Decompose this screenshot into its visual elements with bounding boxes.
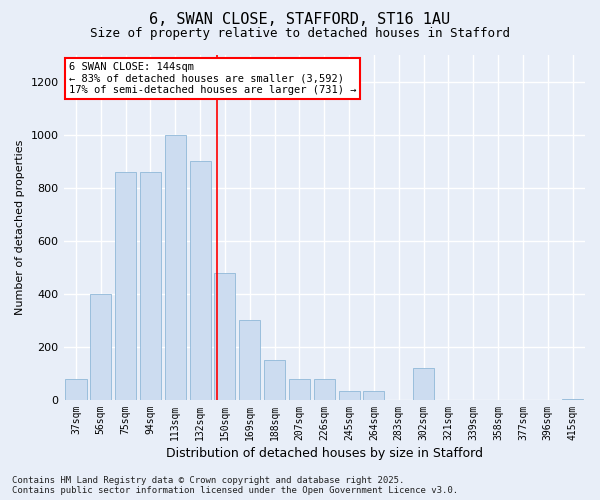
- Bar: [115, 172, 136, 400]
- Bar: [165, 134, 186, 400]
- Bar: [413, 368, 434, 400]
- Bar: [314, 378, 335, 400]
- Bar: [364, 390, 385, 400]
- Bar: [65, 378, 86, 400]
- Text: 6 SWAN CLOSE: 144sqm
← 83% of detached houses are smaller (3,592)
17% of semi-de: 6 SWAN CLOSE: 144sqm ← 83% of detached h…: [69, 62, 356, 95]
- Text: 6, SWAN CLOSE, STAFFORD, ST16 1AU: 6, SWAN CLOSE, STAFFORD, ST16 1AU: [149, 12, 451, 28]
- Bar: [239, 320, 260, 400]
- Bar: [190, 161, 211, 400]
- Text: Contains HM Land Registry data © Crown copyright and database right 2025.
Contai: Contains HM Land Registry data © Crown c…: [12, 476, 458, 495]
- X-axis label: Distribution of detached houses by size in Stafford: Distribution of detached houses by size …: [166, 447, 483, 460]
- Bar: [338, 390, 359, 400]
- Bar: [214, 272, 235, 400]
- Bar: [90, 294, 112, 400]
- Bar: [264, 360, 285, 400]
- Bar: [562, 398, 583, 400]
- Y-axis label: Number of detached properties: Number of detached properties: [15, 140, 25, 315]
- Bar: [140, 172, 161, 400]
- Text: Size of property relative to detached houses in Stafford: Size of property relative to detached ho…: [90, 28, 510, 40]
- Bar: [289, 378, 310, 400]
